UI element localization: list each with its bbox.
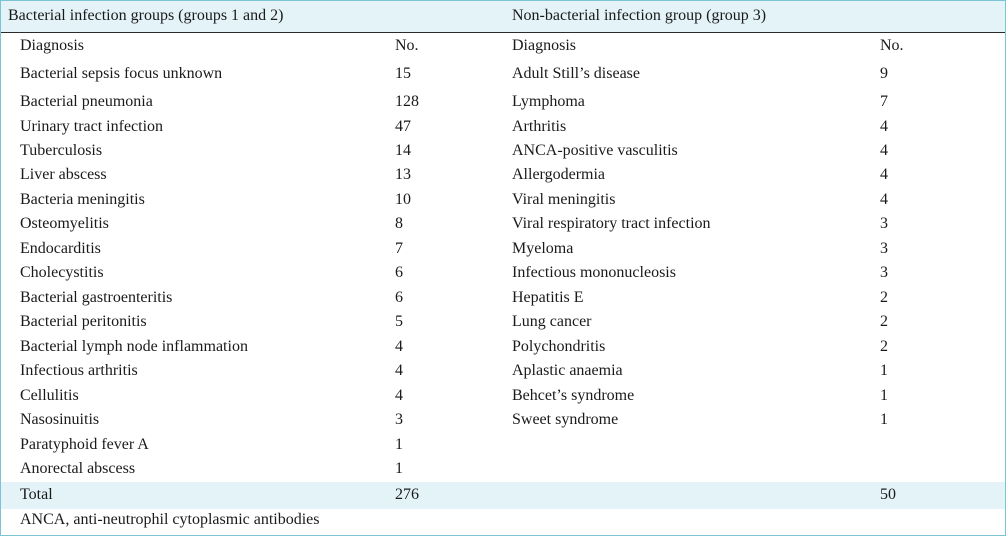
total-label: Total [20, 486, 53, 503]
column-header-count-left: No. [395, 37, 419, 54]
left-diagnosis-cell: Bacterial peritonitis [20, 313, 147, 330]
left-count-cell: 13 [395, 166, 411, 183]
right-diagnosis-cell: Hepatitis E [512, 289, 584, 306]
left-count-cell: 7 [395, 240, 403, 257]
total-row: Total 276 50 [1, 482, 1005, 509]
left-count-cell: 4 [395, 338, 403, 355]
left-diagnosis-cell: Bacterial gastroenteritis [20, 289, 173, 306]
left-count-cell: 6 [395, 264, 403, 281]
left-diagnosis-cell: Cellulitis [20, 387, 79, 404]
right-count-cell: 3 [880, 264, 888, 281]
left-count-cell: 1 [395, 460, 403, 477]
left-count-cell: 5 [395, 313, 403, 330]
left-diagnosis-cell: Endocarditis [20, 240, 101, 257]
right-count-cell: 3 [880, 215, 888, 232]
total-count-left: 276 [395, 486, 419, 503]
right-diagnosis-cell: Lung cancer [512, 313, 592, 330]
right-count-cell: 9 [880, 65, 888, 82]
left-diagnosis-cell: Liver abscess [20, 166, 107, 183]
left-diagnosis-cell: Bacterial sepsis focus unknown [20, 65, 223, 82]
group-header-band: Bacterial infection groups (groups 1 and… [1, 1, 1005, 33]
left-diagnosis-cell: Paratyphoid fever A [20, 436, 149, 453]
left-count-cell: 10 [395, 191, 411, 208]
right-diagnosis-cell: Viral meningitis [512, 191, 616, 208]
left-diagnosis-cell: Cholecystitis [20, 264, 104, 281]
column-header-diagnosis-left: Diagnosis [20, 37, 84, 54]
left-count-cell: 4 [395, 387, 403, 404]
right-diagnosis-cell: Sweet syndrome [512, 411, 619, 428]
right-count-cell: 2 [880, 289, 888, 306]
right-diagnosis-cell: Arthritis [512, 118, 567, 135]
right-count-cell: 1 [880, 411, 888, 428]
right-count-cell: 4 [880, 118, 888, 135]
left-count-cell: 3 [395, 411, 403, 428]
footnote: ANCA, anti-neutrophil cytoplasmic antibo… [20, 511, 320, 528]
right-diagnosis-cell: Infectious mononucleosis [512, 264, 676, 281]
left-diagnosis-cell: Infectious arthritis [20, 362, 138, 379]
right-diagnosis-cell: ANCA-positive vasculitis [512, 142, 678, 159]
right-diagnosis-cell: Adult Still’s disease [512, 65, 640, 82]
right-diagnosis-cell: Polychondritis [512, 338, 606, 355]
right-count-cell: 1 [880, 362, 888, 379]
left-count-cell: 8 [395, 215, 403, 232]
right-count-cell: 4 [880, 191, 888, 208]
left-count-cell: 6 [395, 289, 403, 306]
left-count-cell: 128 [395, 93, 419, 110]
left-count-cell: 14 [395, 142, 411, 159]
right-count-cell: 4 [880, 142, 888, 159]
left-count-cell: 15 [395, 65, 411, 82]
right-diagnosis-cell: Lymphoma [512, 93, 585, 110]
right-count-cell: 4 [880, 166, 888, 183]
right-diagnosis-cell: Behcet’s syndrome [512, 387, 635, 404]
column-header-diagnosis-right: Diagnosis [512, 37, 576, 54]
right-count-cell: 2 [880, 338, 888, 355]
left-count-cell: 47 [395, 118, 411, 135]
right-diagnosis-cell: Viral respiratory tract infection [512, 215, 711, 232]
right-diagnosis-cell: Allergodermia [512, 166, 606, 183]
total-count-right: 50 [880, 486, 896, 503]
left-diagnosis-cell: Urinary tract infection [20, 118, 164, 135]
left-diagnosis-cell: Nasosinuitis [20, 411, 100, 428]
right-diagnosis-cell: Aplastic anaemia [512, 362, 623, 379]
left-diagnosis-cell: Bacterial pneumonia [20, 93, 153, 110]
left-count-cell: 4 [395, 362, 403, 379]
left-diagnosis-cell: Osteomyelitis [20, 215, 109, 232]
left-diagnosis-cell: Bacteria meningitis [20, 191, 145, 208]
left-diagnosis-cell: Tuberculosis [20, 142, 103, 159]
left-count-cell: 1 [395, 436, 403, 453]
right-count-cell: 2 [880, 313, 888, 330]
left-diagnosis-cell: Bacterial lymph node inflammation [20, 338, 248, 355]
right-count-cell: 1 [880, 387, 888, 404]
footnote-band: ANCA, anti-neutrophil cytoplasmic antibo… [1, 509, 1005, 535]
group-header-non-bacterial: Non-bacterial infection group (group 3) [512, 7, 767, 24]
column-header-count-right: No. [880, 37, 904, 54]
group-header-bacterial: Bacterial infection groups (groups 1 and… [8, 7, 284, 24]
left-diagnosis-cell: Anorectal abscess [20, 460, 136, 477]
right-count-cell: 7 [880, 93, 888, 110]
right-diagnosis-cell: Myeloma [512, 240, 574, 257]
right-count-cell: 3 [880, 240, 888, 257]
